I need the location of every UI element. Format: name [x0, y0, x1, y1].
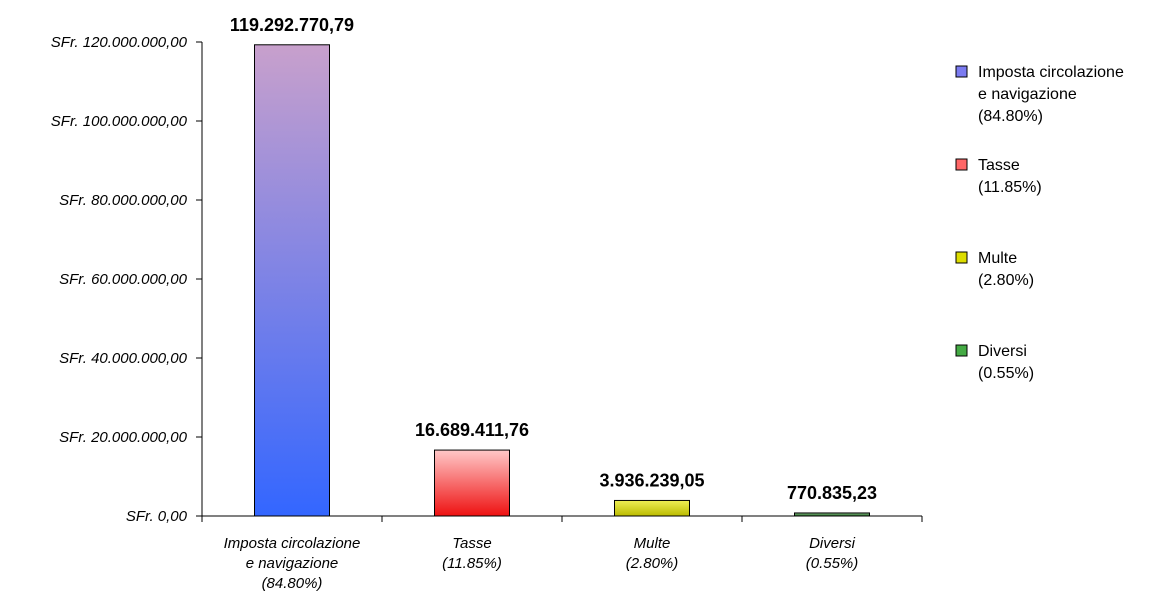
y-tick-label: SFr. 100.000.000,00 [51, 113, 188, 130]
legend-entry-line: Imposta circolazione [978, 64, 1124, 81]
bar [434, 449, 510, 517]
y-tick-label: SFr. 20.000.000,00 [59, 429, 188, 446]
data-label: 119.292.770,79 [230, 15, 354, 35]
data-labels: 119.292.770,79 16.689.411,76 3.936.239,05 7… [230, 15, 877, 503]
legend-entry-line: Diversi [978, 343, 1027, 360]
legend-entry-line: (11.85%) [978, 179, 1042, 196]
x-tick-label-line: (2.80%) [626, 555, 679, 572]
x-tick-label-line: Tasse [452, 535, 491, 552]
y-axis: SFr. 0,00 SFr. 20.000.000,00 SFr. 40.000.0… [51, 34, 203, 525]
x-tick-label-line: Imposta circolazione [224, 535, 361, 552]
legend-entry: Tasse (11.85%) [978, 157, 1042, 196]
data-label: 770.835,23 [787, 483, 877, 503]
y-tick-label: SFr. 60.000.000,00 [59, 271, 188, 288]
y-tick-label: SFr. 40.000.000,00 [59, 350, 188, 367]
bar [794, 512, 870, 517]
legend-entry: Diversi (0.55%) [978, 343, 1034, 382]
legend-entry-line: (2.80%) [978, 272, 1034, 289]
bar [614, 499, 690, 517]
legend-swatch [955, 251, 968, 264]
legend-entry-line: (84.80%) [978, 108, 1043, 125]
x-tick-label-line: (11.85%) [442, 555, 502, 572]
bars [254, 44, 870, 517]
x-tick-label: Multe (2.80%) [626, 535, 679, 572]
y-tick-label: SFr. 80.000.000,00 [59, 192, 188, 209]
data-label: 16.689.411,76 [415, 420, 529, 440]
legend-swatch [955, 158, 968, 171]
x-tick-label-line: Multe [634, 535, 671, 552]
x-tick-label-line: (0.55%) [806, 555, 859, 572]
x-tick-label: Diversi (0.55%) [806, 535, 859, 572]
x-tick-label-line: (84.80%) [262, 575, 323, 592]
legend-entry-line: (0.55%) [978, 365, 1034, 382]
x-tick-label-line: Diversi [809, 535, 856, 552]
x-tick-label: Imposta circolazione e navigazione (84.80%… [224, 535, 361, 592]
data-label: 3.936.239,05 [599, 470, 704, 490]
x-axis: Imposta circolazione e navigazione (84.80%… [201, 515, 923, 592]
legend-swatch [955, 344, 968, 357]
legend: Imposta circolazione e navigazione (84.80%… [955, 64, 1124, 382]
legend-entry-line: e navigazione [978, 86, 1077, 103]
legend-entry-line: Tasse [978, 157, 1020, 174]
bar [254, 44, 330, 517]
x-tick-label-line: e navigazione [246, 555, 339, 572]
legend-entry: Multe (2.80%) [978, 250, 1034, 289]
legend-swatch [955, 65, 968, 78]
y-tick-label: SFr. 120.000.000,00 [51, 34, 188, 51]
legend-entry-line: Multe [978, 250, 1017, 267]
x-tick-label: Tasse (11.85%) [442, 535, 502, 572]
y-tick-label: SFr. 0,00 [126, 508, 188, 525]
legend-entry: Imposta circolazione e navigazione (84.80%… [978, 64, 1124, 125]
